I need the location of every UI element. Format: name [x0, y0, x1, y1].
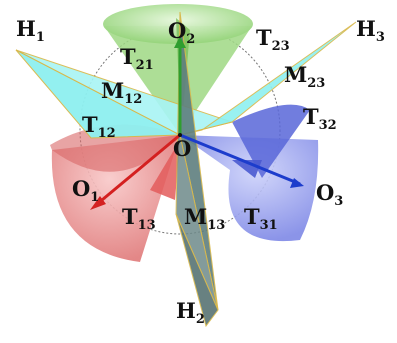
label-t12: T12 — [82, 112, 116, 141]
blue-axis — [179, 133, 301, 186]
origin-point — [178, 133, 182, 137]
red-axis-arrowhead — [90, 196, 106, 210]
label-o3: O3 — [316, 180, 343, 209]
label-o2: O2 — [168, 18, 195, 47]
label-t21: T21 — [120, 44, 154, 73]
label-t13: T13 — [122, 204, 156, 233]
label-h1: H1 — [16, 16, 45, 45]
label-m13: M13 — [184, 204, 225, 233]
blue-axis-arrowhead — [290, 178, 304, 188]
label-o: O — [173, 136, 191, 161]
label-t23: T23 — [256, 25, 290, 54]
label-t31: T31 — [244, 204, 278, 233]
label-h2: H2 — [176, 298, 205, 327]
red-axis — [95, 133, 181, 207]
label-m12: M12 — [101, 78, 142, 107]
label-h3: H3 — [356, 16, 385, 45]
slate-plane-h2 — [175, 11, 219, 328]
green-axis-arrowhead — [174, 36, 186, 48]
label-m23: M23 — [284, 62, 325, 91]
label-o1: O1 — [72, 176, 99, 205]
red-cone — [50, 124, 181, 262]
label-t32: T32 — [303, 104, 337, 133]
